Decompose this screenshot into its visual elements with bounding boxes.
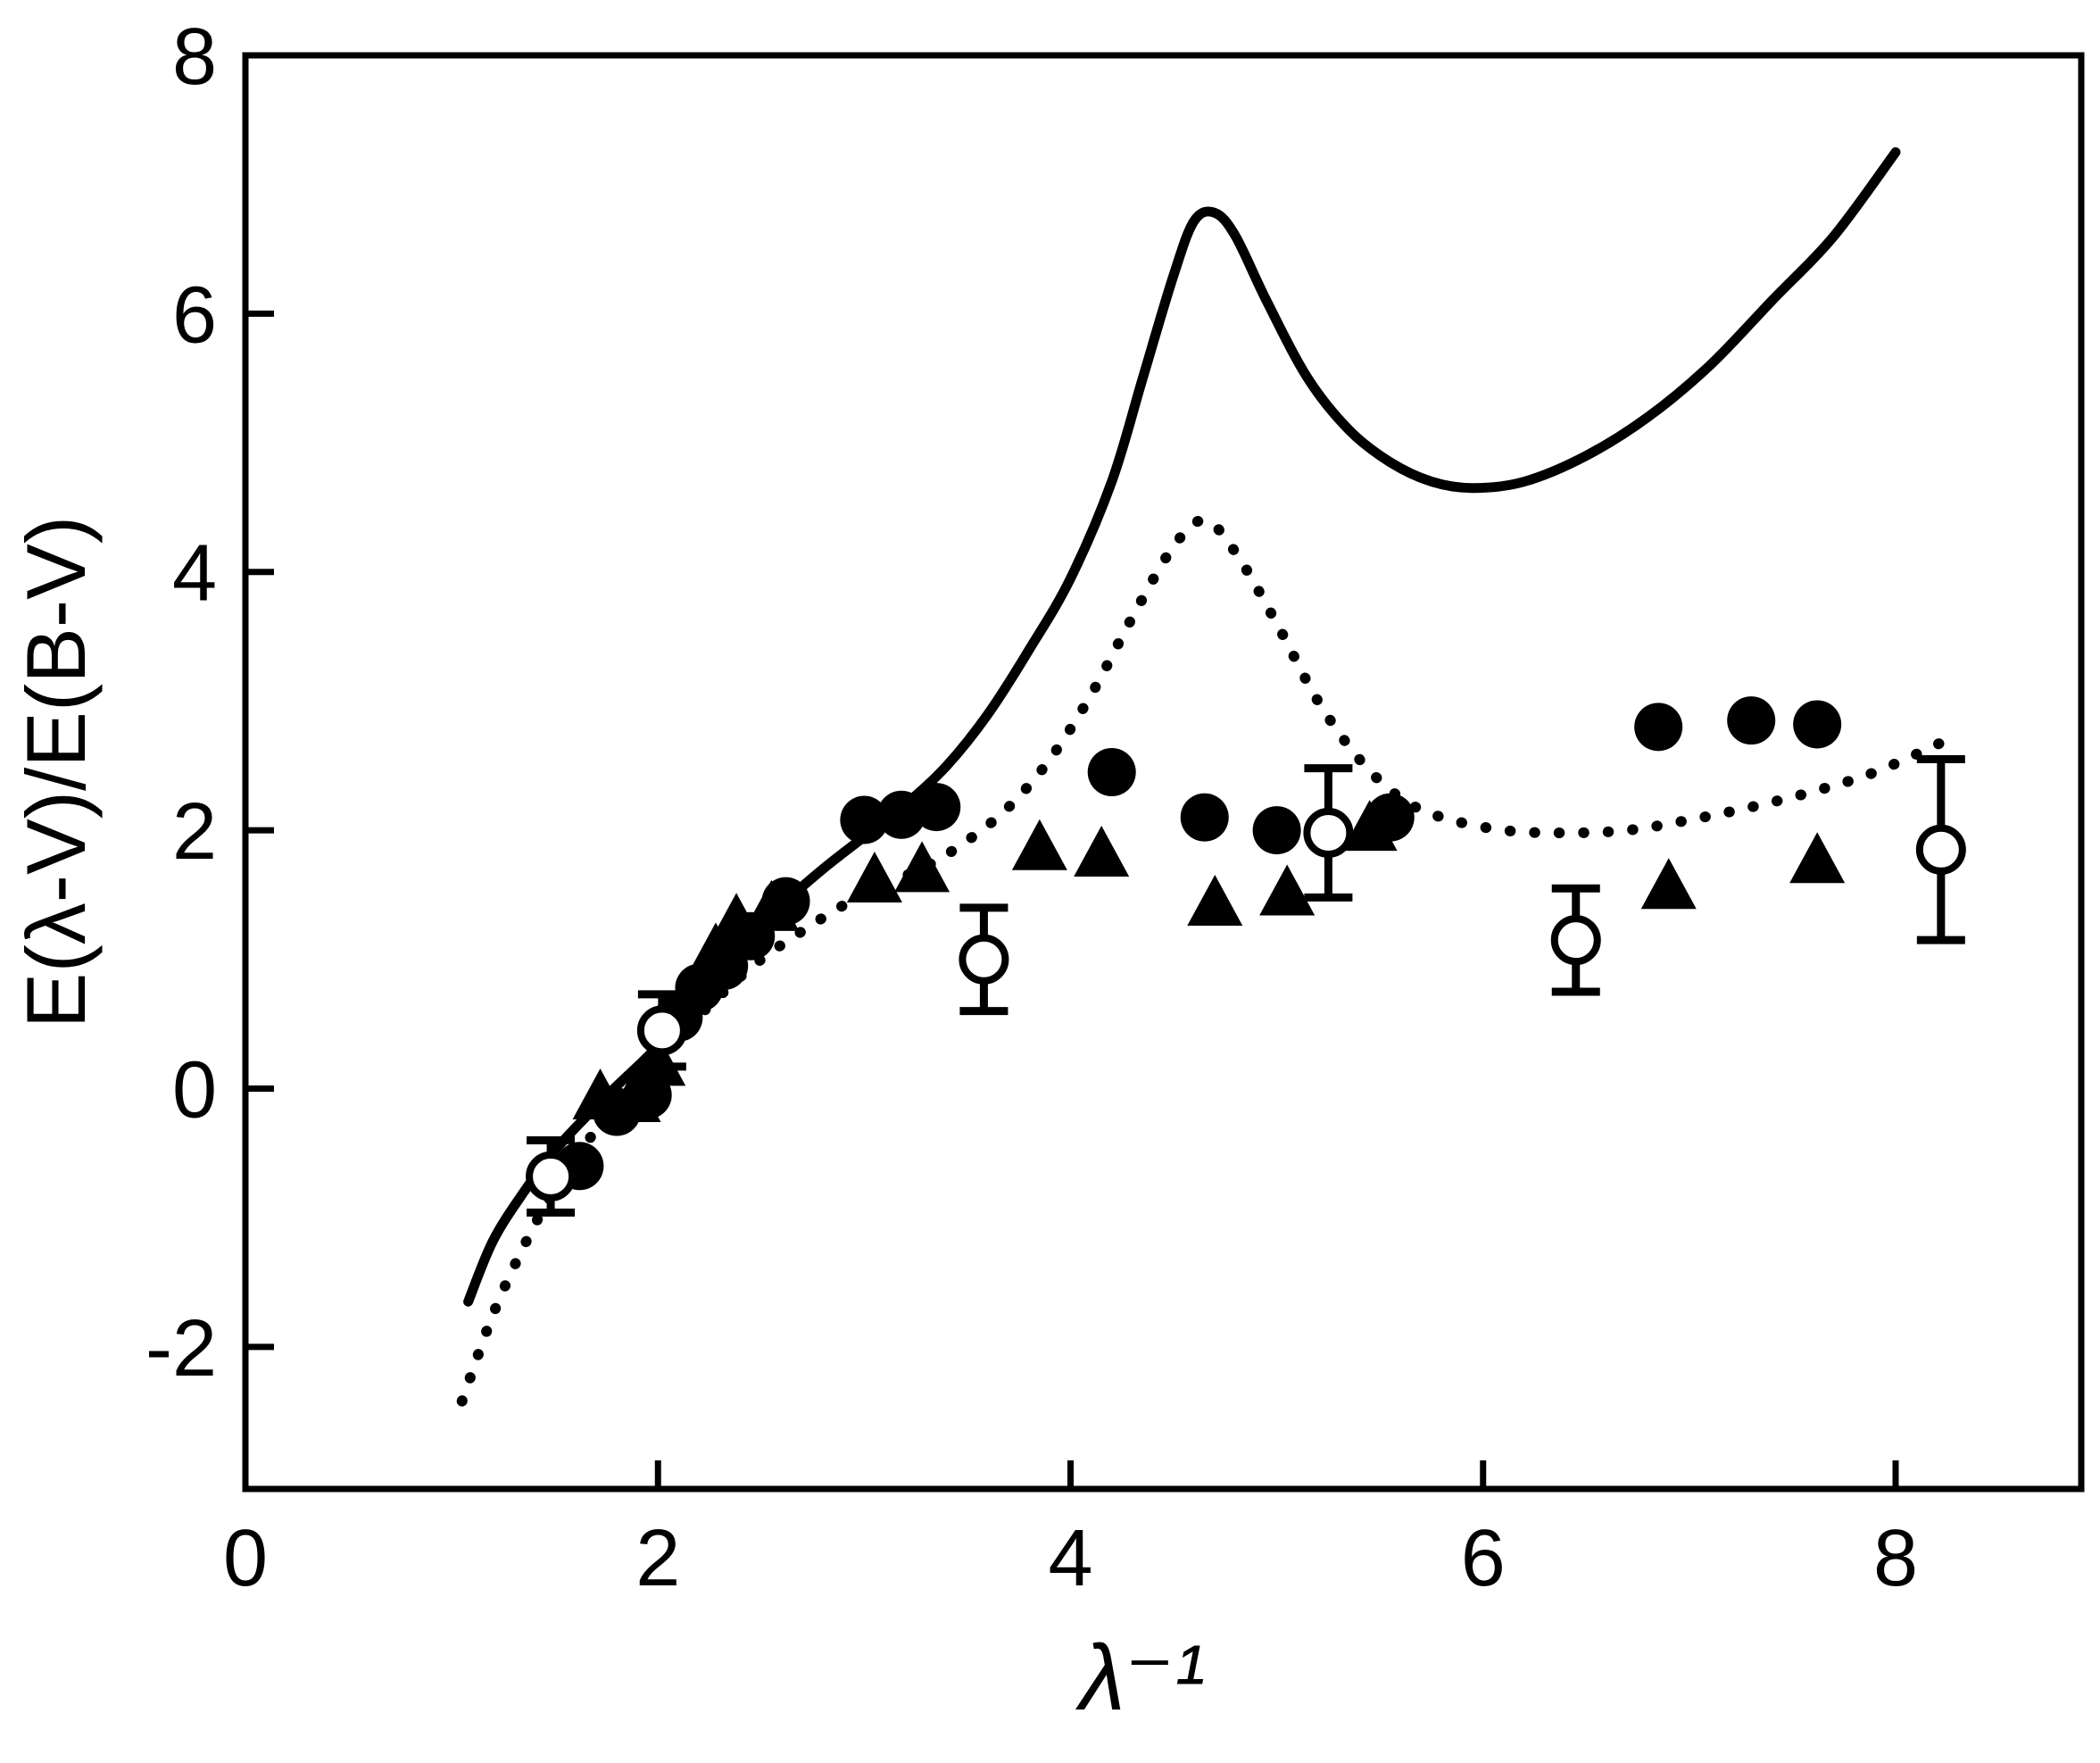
chart-series (456, 147, 1966, 1407)
filled-triangle-marker (1341, 800, 1398, 852)
x-tick-label: 0 (223, 1514, 268, 1603)
filled-triangle-marker (846, 851, 902, 902)
open-circle-marker (636, 1005, 687, 1056)
axis-frame (242, 52, 2085, 1493)
open-circle-marker (526, 1151, 577, 1202)
y-tick-label: -2 (145, 1304, 217, 1393)
filled-triangle-marker (709, 893, 765, 944)
x-tick-label: 2 (635, 1514, 680, 1603)
x-tick-label: 6 (1461, 1514, 1506, 1603)
filled-triangle-marker (894, 841, 950, 893)
filled-triangle-marker (630, 1035, 686, 1086)
filled-circle-marker (1793, 700, 1842, 749)
filled-circle-marker (912, 783, 961, 832)
filled-circle-marker (1180, 793, 1229, 842)
y-tick-label: 8 (172, 12, 217, 102)
dotted-curve (456, 514, 1953, 1407)
filled-circle-marker (1087, 748, 1136, 796)
x-tick-label: 8 (1873, 1514, 1918, 1603)
filled-triangle-marker (743, 879, 800, 931)
filled-triangle-marker (1074, 826, 1130, 877)
y-axis-label: E(λ-V)/E(B-V) (9, 516, 103, 1028)
open-circle-marker (1550, 915, 1601, 966)
series-filled-triangles (572, 800, 1846, 1122)
y-tick-label: 0 (172, 1045, 217, 1135)
filled-triangle-marker (1789, 832, 1846, 884)
y-tick-label: 6 (172, 270, 217, 360)
series-dotted-curve (456, 514, 1953, 1407)
y-tick-label: 4 (172, 529, 217, 619)
open-circle-marker (1915, 824, 1966, 875)
filled-circle-marker (840, 795, 889, 844)
filled-circle-marker (1252, 806, 1301, 855)
x-axis-label: λ⁻¹ (1075, 1626, 1206, 1730)
y-tick-label: 2 (172, 787, 217, 877)
x-tick-label: 4 (1048, 1514, 1092, 1603)
filled-triangle-marker (1259, 864, 1316, 916)
filled-triangle-marker (1640, 858, 1697, 910)
filled-circle-marker (1727, 696, 1776, 745)
filled-triangle-marker (1187, 875, 1243, 927)
filled-circle-marker (1634, 703, 1683, 752)
open-circle-marker (1303, 808, 1354, 859)
filled-triangle-marker (605, 1070, 661, 1122)
series-open-circles-with-errorbars (526, 755, 1966, 1217)
chart-axes: 0 2 4 6 8 -2 0 2 4 6 8 (145, 12, 2085, 1603)
filled-triangle-marker (1011, 819, 1067, 870)
open-circle-marker (959, 934, 1009, 985)
filled-triangle-marker (687, 922, 743, 974)
